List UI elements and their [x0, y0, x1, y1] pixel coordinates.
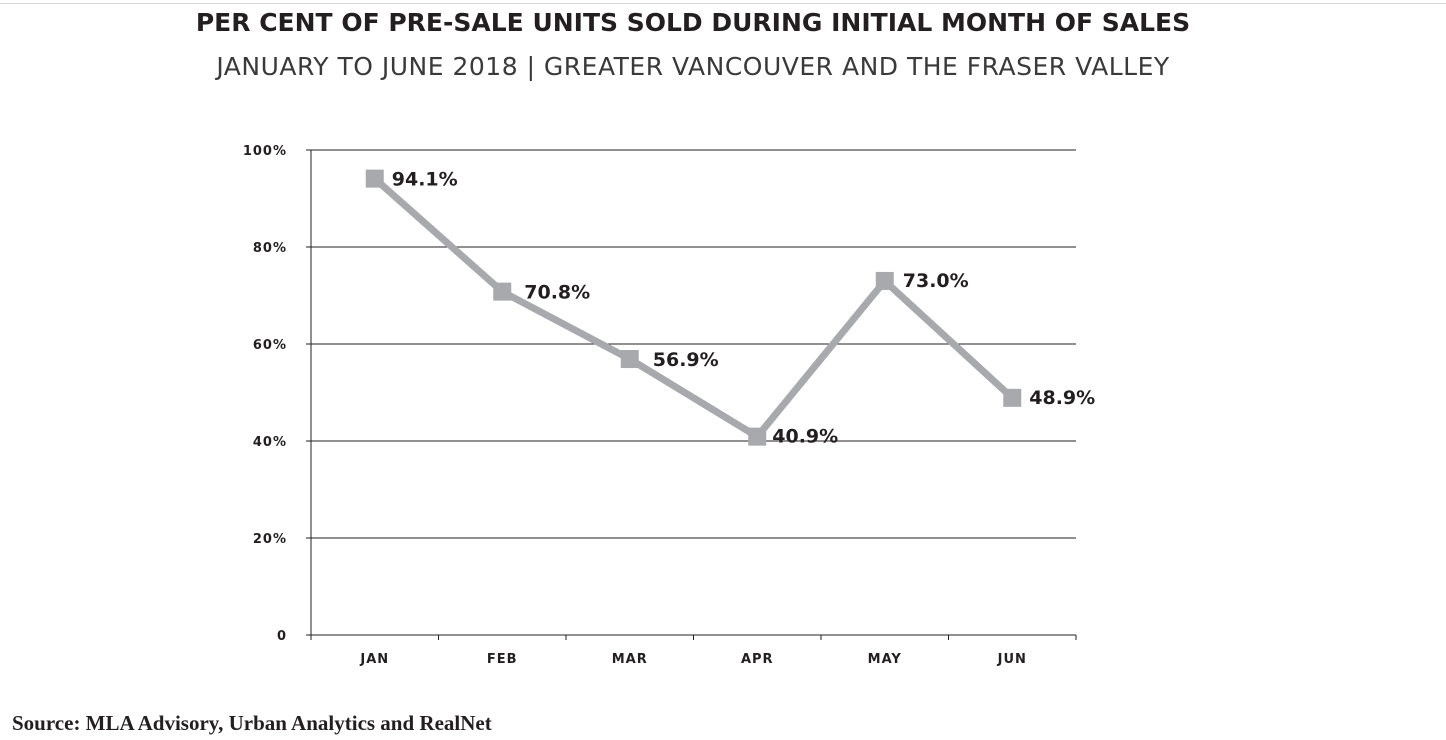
markers: [365, 169, 1022, 446]
data-label: 40.9%: [772, 426, 838, 448]
y-tick-label: 40%: [253, 435, 287, 450]
x-tick-label: FEB: [487, 652, 518, 667]
data-label: 48.9%: [1029, 387, 1095, 409]
data-point-marker: [1003, 388, 1022, 407]
data-labels: 94.1% 70.8% 56.9% 40.9% 73.0% 48.9%: [392, 169, 1095, 448]
data-point-marker: [875, 271, 894, 290]
line-chart: 0 20% 40% 60% 80% 100% JAN FEB MAR APR MAY JUN 94.…: [243, 144, 1095, 667]
x-tick-label: MAY: [868, 652, 902, 667]
series-line: [372, 175, 1015, 442]
data-label: 70.8%: [524, 282, 590, 304]
source-note: Source: MLA Advisory, Urban Analytics an…: [12, 711, 492, 735]
data-label: 73.0%: [903, 270, 969, 292]
data-point-marker: [748, 427, 767, 446]
x-tick-labels: JAN FEB MAR APR MAY JUN: [359, 652, 1027, 667]
y-tick-labels: 0 20% 40% 60% 80% 100%: [243, 144, 287, 644]
data-point-marker: [493, 282, 512, 301]
y-tick-label: 100%: [243, 144, 287, 159]
top-rule: [0, 3, 1446, 4]
chart-title: PER CENT OF PRE-SALE UNITS SOLD DURING I…: [195, 8, 1191, 37]
series: [372, 175, 1015, 442]
x-tick-label: JUN: [997, 652, 1027, 667]
chart-subtitle: JANUARY TO JUNE 2018 | GREATER VANCOUVER…: [216, 52, 1170, 81]
x-tick-label: JAN: [359, 652, 389, 667]
y-tick-label: 20%: [253, 532, 287, 547]
y-tick-label: 0: [277, 629, 287, 644]
data-point-marker: [365, 169, 384, 188]
y-tick-label: 80%: [253, 241, 287, 256]
data-label: 94.1%: [392, 169, 458, 191]
data-label: 56.9%: [653, 349, 719, 371]
axes: [306, 149, 1077, 640]
x-tick-label: APR: [741, 652, 774, 667]
y-tick-label: 60%: [253, 338, 287, 353]
x-tick-label: MAR: [612, 652, 648, 667]
gridlines: [311, 149, 1076, 539]
data-point-marker: [620, 350, 639, 369]
